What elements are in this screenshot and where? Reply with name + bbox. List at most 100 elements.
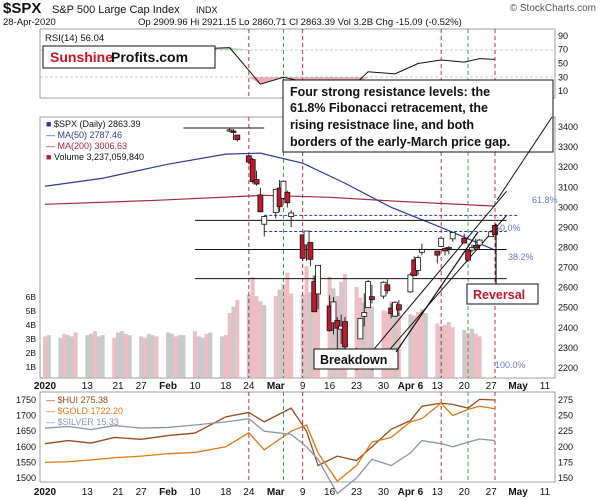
volume-bar <box>316 284 321 378</box>
x-tick-label: 11 <box>540 381 551 392</box>
volume-bar <box>208 332 213 378</box>
candle-body <box>280 180 287 199</box>
price-y-tick: 2200 <box>558 363 578 373</box>
legend-volume: ■ Volume 3,237,059,840 <box>46 152 144 162</box>
breakdown-label: Breakdown <box>320 353 387 367</box>
volume-bar <box>46 335 51 378</box>
volume-y-tick: 3B <box>26 334 37 344</box>
rsi-y-tick: 90 <box>558 31 568 41</box>
candles <box>226 128 498 370</box>
volume-bar <box>154 336 159 378</box>
candle <box>434 250 441 264</box>
candle-body <box>288 212 295 217</box>
x-tick-label: 21 <box>113 381 125 392</box>
candle-body <box>369 296 375 300</box>
volume-y-axis: 1B 2B 3B 4B 5B 6B <box>26 292 37 372</box>
ma200-line <box>44 194 496 207</box>
volume-bar <box>281 284 286 378</box>
candle-body <box>449 232 456 240</box>
candle <box>469 244 475 253</box>
candle <box>361 293 368 327</box>
volume-bar <box>285 272 290 378</box>
x-tick-label: 13 <box>432 381 444 392</box>
rsi-oversold-fill <box>45 77 495 88</box>
x-tick-label: 18 <box>220 487 232 498</box>
x-tick-label: 27 <box>136 487 148 498</box>
volume-bar <box>93 331 97 378</box>
volume-bar <box>443 324 447 378</box>
logo-sunshine-text: Sunshine <box>50 49 113 65</box>
volume-bar <box>419 309 424 378</box>
volume-bar <box>381 310 386 378</box>
x-tick-label: 2020 <box>34 381 57 392</box>
x-tick-label: 27 <box>136 381 148 392</box>
volume-bar <box>219 336 224 378</box>
sunshine-profits-logo: Sunshine Profits.com <box>42 45 216 69</box>
legend-hui: — $HUI 275.38 <box>46 395 108 405</box>
price-y-tick: 3400 <box>558 122 578 132</box>
candle <box>234 134 241 142</box>
candle-body <box>407 274 414 293</box>
x-tick-label: 20 <box>459 487 471 498</box>
candle <box>307 242 314 267</box>
metals-right-tick: 225 <box>558 426 573 436</box>
price-y-tick: 3200 <box>558 162 578 172</box>
legend-silver: — $SILVER 15.33 <box>46 417 119 427</box>
volume-bar <box>123 333 128 378</box>
x-tick-label: Mar <box>267 487 285 498</box>
x-tick-label: May <box>508 381 528 392</box>
candle <box>472 238 479 249</box>
volume-bar <box>446 322 451 378</box>
volume-bar <box>119 331 124 378</box>
volume-bar <box>389 301 394 378</box>
candle <box>330 297 337 335</box>
annotation-line-2: 61.8% Fibonacci retracement, the <box>290 101 488 115</box>
x-tick-label: 24 <box>243 487 255 498</box>
volume-bar <box>423 313 428 378</box>
candle-body <box>253 179 260 185</box>
x-tick-label: 13 <box>82 487 94 498</box>
candle <box>419 243 425 256</box>
x-tick-label: 27 <box>486 487 498 498</box>
volume-bar <box>473 333 478 378</box>
resistance-pointer <box>496 116 553 201</box>
x-tick-label: 16 <box>324 381 336 392</box>
volume-bar <box>173 336 178 378</box>
volume-bar <box>416 311 421 378</box>
x-tick-label: 9 <box>300 381 306 392</box>
x-tick-label: 11 <box>540 487 551 498</box>
candle <box>461 233 468 244</box>
volume-bar <box>312 275 317 378</box>
x-tick-label: Apr 6 <box>398 487 424 498</box>
x-tick-label: 16 <box>324 487 336 498</box>
price-y-tick: 2500 <box>558 303 578 313</box>
volume-bar <box>366 300 371 378</box>
x-tick-label: 18 <box>220 381 232 392</box>
candle <box>407 272 414 293</box>
volume-bar <box>166 332 171 378</box>
volume-bar <box>43 336 47 378</box>
candle <box>288 210 295 228</box>
rsi-y-tick: 50 <box>558 59 568 69</box>
exchange-label: INDX <box>196 5 218 15</box>
rsi-y-axis: 10 30 50 70 90 <box>558 31 568 96</box>
metals-left-tick: 1600 <box>16 442 36 452</box>
volume-bar <box>362 302 367 378</box>
price-y-tick: 2300 <box>558 343 578 353</box>
date-label: 28-Apr-2020 <box>3 17 56 28</box>
price-x-axis: 2020 13 21 27 Feb 10 18 24 Mar 9 16 23 30 Apr 6 13 20 27… <box>34 381 551 392</box>
volume-bar <box>150 335 155 378</box>
x-tick-label: 30 <box>378 487 390 498</box>
volume-bar <box>146 333 151 378</box>
candle-body <box>330 301 337 324</box>
x-tick-label: 10 <box>189 381 201 392</box>
candle-body <box>307 242 314 260</box>
candle-body <box>249 159 256 183</box>
breakdown-arrow <box>395 231 479 353</box>
x-tick-label: 21 <box>113 487 125 498</box>
candle <box>369 284 375 304</box>
candle-body <box>315 264 321 295</box>
volume-bar <box>181 335 186 378</box>
fib-label-100: 100.0% <box>495 360 526 370</box>
candle-body <box>492 225 498 236</box>
